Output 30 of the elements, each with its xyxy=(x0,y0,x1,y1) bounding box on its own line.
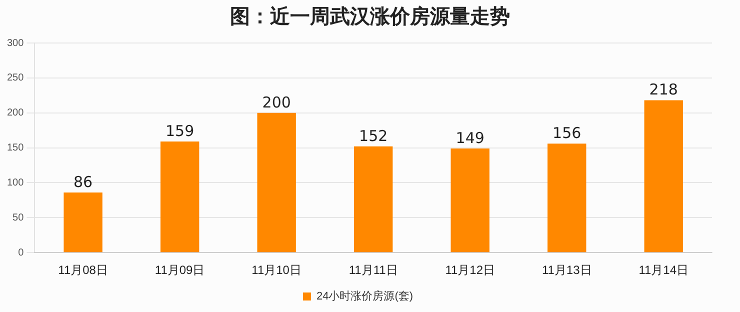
data-label: 86 xyxy=(74,172,93,191)
chart-title: 图：近一周武汉涨价房源量走势 xyxy=(229,3,511,30)
bar xyxy=(644,100,683,252)
y-tick-label: 200 xyxy=(6,108,24,119)
data-label: 156 xyxy=(552,124,582,142)
y-tick-label: 150 xyxy=(6,142,24,154)
y-tick-label: 0 xyxy=(18,247,24,258)
bar xyxy=(450,148,490,252)
data-label: 200 xyxy=(262,93,291,112)
x-tick-label: 11月14日 xyxy=(638,263,689,278)
data-label: 159 xyxy=(166,122,194,140)
y-tick-label: 300 xyxy=(6,38,24,49)
bar xyxy=(64,192,102,252)
bar xyxy=(160,142,200,252)
y-tick-label: 250 xyxy=(6,72,24,84)
bar xyxy=(354,146,393,252)
x-tick-label: 11月09日 xyxy=(154,263,205,278)
data-label: 218 xyxy=(649,80,678,99)
x-tick-label: 11月08日 xyxy=(58,263,108,278)
data-label: 149 xyxy=(456,128,484,147)
x-tick-label: 11月13日 xyxy=(542,263,592,278)
x-tick-label: 11月10日 xyxy=(252,263,302,278)
bar xyxy=(548,144,586,252)
y-tick-label: 100 xyxy=(6,177,24,188)
x-tick-label: 11月11日 xyxy=(348,263,398,278)
x-tick-label: 11月12日 xyxy=(445,263,496,278)
y-tick-label: 50 xyxy=(12,212,24,224)
bar xyxy=(257,112,296,252)
legend-label: 24小时涨价房源(套) xyxy=(316,290,414,303)
data-label: 152 xyxy=(359,126,388,145)
